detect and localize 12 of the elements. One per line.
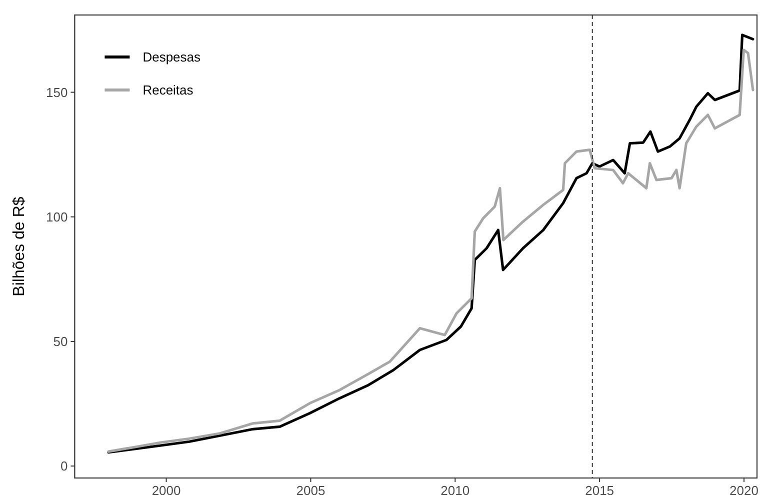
x-tick-label: 2000	[152, 483, 181, 495]
y-tick-label: 0	[60, 458, 68, 474]
y-tick-label: 150	[46, 84, 68, 100]
x-tick-label: 2015	[585, 483, 614, 495]
legend-label: Receitas	[142, 82, 194, 98]
legend-label: Despesas	[142, 50, 202, 65]
x-tick-label: 2005	[296, 483, 326, 495]
y-axis-title: Bilhões de R$	[11, 196, 28, 296]
x-tick-label: 2010	[440, 483, 470, 495]
y-tick-label: 50	[53, 334, 68, 349]
x-tick-label: 2020	[730, 483, 758, 495]
y-tick-label: 100	[46, 209, 68, 224]
